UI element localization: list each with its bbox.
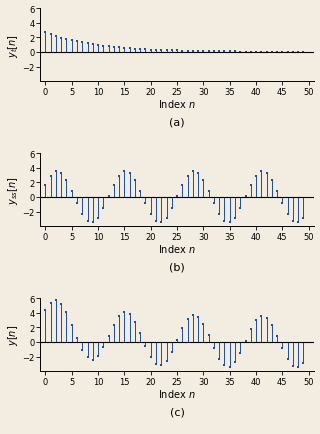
Y-axis label: $y_t[n]$: $y_t[n]$ bbox=[5, 33, 20, 57]
Text: (b): (b) bbox=[169, 262, 185, 272]
Y-axis label: $y_{ss}[n]$: $y_{ss}[n]$ bbox=[5, 176, 20, 204]
Y-axis label: $y[n]$: $y[n]$ bbox=[5, 324, 20, 345]
Text: (a): (a) bbox=[169, 117, 185, 127]
X-axis label: Index $n$: Index $n$ bbox=[158, 98, 196, 110]
Text: (c): (c) bbox=[170, 406, 185, 416]
X-axis label: Index $n$: Index $n$ bbox=[158, 243, 196, 254]
X-axis label: Index $n$: Index $n$ bbox=[158, 387, 196, 399]
